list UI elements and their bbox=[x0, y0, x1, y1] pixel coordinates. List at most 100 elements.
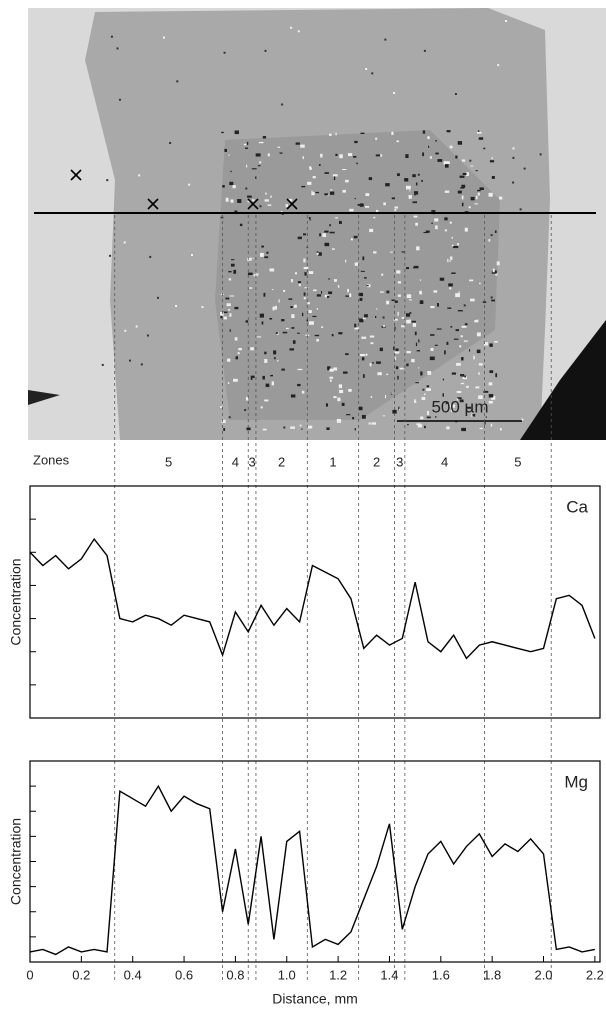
speckle bbox=[297, 236, 302, 240]
speckle bbox=[462, 172, 467, 175]
speckle bbox=[377, 372, 382, 376]
speckle bbox=[479, 282, 481, 285]
speckle bbox=[346, 414, 351, 416]
speckle bbox=[273, 350, 277, 355]
speckle bbox=[223, 316, 227, 320]
speckle bbox=[397, 375, 399, 380]
speckle bbox=[330, 191, 335, 195]
speckles bbox=[101, 20, 542, 432]
y-axis-label: Concentration bbox=[8, 818, 24, 905]
speckle bbox=[483, 147, 486, 150]
speckle bbox=[338, 332, 343, 335]
speckle bbox=[426, 385, 430, 388]
speckle bbox=[338, 384, 343, 389]
speckle bbox=[416, 423, 421, 425]
speckle bbox=[417, 424, 423, 428]
x-tick-label: 0.4 bbox=[124, 967, 142, 982]
speckle bbox=[220, 311, 224, 316]
speckle bbox=[411, 320, 416, 323]
speckle bbox=[439, 277, 445, 281]
speckle bbox=[393, 346, 395, 351]
speckle bbox=[321, 326, 324, 329]
speckle bbox=[270, 195, 272, 198]
speckle bbox=[329, 376, 334, 379]
speckle bbox=[282, 331, 288, 334]
speckle bbox=[297, 368, 303, 371]
speckle bbox=[294, 304, 297, 308]
speckle bbox=[420, 416, 424, 420]
speckle bbox=[312, 315, 317, 318]
data-line bbox=[29, 537, 596, 660]
speckle bbox=[367, 284, 371, 288]
speckle bbox=[430, 334, 435, 336]
speckle bbox=[380, 154, 383, 157]
series-label: Mg bbox=[564, 772, 588, 791]
speckle bbox=[264, 49, 267, 52]
speckle bbox=[228, 270, 232, 273]
speckle bbox=[416, 246, 420, 251]
speckle bbox=[342, 189, 346, 193]
speckle bbox=[427, 410, 429, 415]
speckle bbox=[279, 152, 283, 154]
speckle bbox=[455, 293, 460, 298]
data-line bbox=[29, 784, 595, 956]
speckle bbox=[135, 325, 138, 328]
speckle bbox=[394, 206, 398, 209]
speckle bbox=[389, 251, 393, 253]
speckle bbox=[325, 403, 328, 407]
speckle bbox=[289, 348, 295, 351]
speckle bbox=[299, 424, 302, 427]
speckle bbox=[175, 304, 178, 307]
speckle bbox=[398, 406, 400, 411]
speckle bbox=[259, 161, 262, 164]
speckle bbox=[329, 379, 332, 382]
speckle bbox=[227, 382, 230, 384]
speckle bbox=[301, 185, 306, 188]
speckle bbox=[281, 319, 285, 322]
speckle bbox=[300, 144, 305, 148]
speckle bbox=[361, 357, 365, 361]
speckle bbox=[431, 222, 433, 225]
speckle bbox=[138, 174, 141, 177]
speckle bbox=[442, 393, 444, 397]
speckle bbox=[384, 395, 387, 399]
speckle bbox=[492, 268, 495, 273]
speckle bbox=[461, 357, 464, 361]
speckle bbox=[462, 374, 465, 377]
speckle bbox=[349, 208, 354, 212]
speckle bbox=[324, 242, 330, 247]
speckle bbox=[140, 363, 143, 366]
speckle bbox=[414, 400, 417, 403]
speckle bbox=[375, 154, 381, 157]
speckle bbox=[395, 348, 399, 352]
speckle bbox=[259, 252, 264, 257]
speckle bbox=[406, 294, 412, 299]
speckle bbox=[475, 170, 478, 172]
speckle bbox=[169, 142, 172, 145]
speckle bbox=[379, 347, 383, 352]
speckle bbox=[123, 241, 126, 244]
speckle bbox=[231, 259, 235, 261]
speckle bbox=[463, 304, 466, 307]
speckle bbox=[297, 30, 300, 33]
speckle bbox=[230, 199, 234, 203]
speckle bbox=[303, 297, 306, 300]
speckle bbox=[427, 136, 430, 140]
speckle bbox=[464, 375, 467, 378]
speckle bbox=[230, 170, 232, 173]
speckle bbox=[448, 283, 453, 287]
plot-frame bbox=[29, 760, 601, 963]
speckle bbox=[383, 202, 386, 206]
speckle bbox=[297, 383, 301, 387]
speckle bbox=[491, 176, 495, 179]
speckle bbox=[264, 399, 269, 402]
speckle bbox=[424, 425, 426, 429]
speckle bbox=[461, 427, 466, 432]
speckle bbox=[234, 130, 239, 135]
speckle bbox=[228, 154, 230, 156]
speckle bbox=[291, 278, 293, 283]
speckle bbox=[359, 203, 364, 207]
speckle bbox=[251, 168, 257, 170]
speckle bbox=[428, 145, 430, 148]
speckle bbox=[332, 174, 338, 177]
